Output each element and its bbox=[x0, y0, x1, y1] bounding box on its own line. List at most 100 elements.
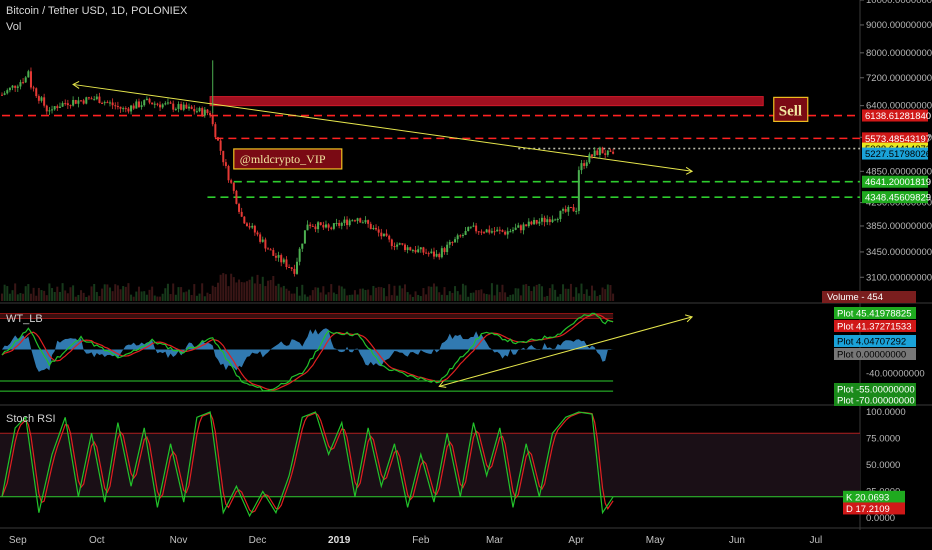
level-tag-resistance bbox=[862, 109, 928, 122]
candle-body bbox=[490, 231, 493, 233]
wt-lb-label: WT_LB bbox=[6, 313, 43, 325]
volume-bar bbox=[153, 295, 156, 301]
wt-readout-tag bbox=[834, 383, 916, 395]
volume-bar bbox=[353, 290, 356, 301]
candle-body bbox=[311, 225, 314, 227]
volume-bar bbox=[554, 289, 557, 301]
volume-bar bbox=[427, 286, 430, 301]
candle-body bbox=[301, 243, 304, 249]
candle-body bbox=[82, 100, 85, 104]
volume-bar bbox=[148, 289, 151, 301]
volume-bar bbox=[19, 293, 22, 301]
volume-bar bbox=[327, 292, 330, 301]
candle-body bbox=[87, 97, 90, 99]
candle-body bbox=[496, 229, 499, 232]
candle-body bbox=[280, 255, 283, 263]
volume-bar bbox=[551, 284, 554, 301]
candle-body bbox=[517, 225, 520, 228]
wt-readout-value: Plot 41.37271533 bbox=[837, 322, 911, 333]
volume-bar bbox=[443, 287, 446, 301]
price-axis-tick-label: 6400.00000000 bbox=[866, 101, 932, 112]
candle-body bbox=[380, 232, 383, 237]
candle-body bbox=[195, 111, 198, 113]
candle-body bbox=[245, 223, 248, 227]
candle-body bbox=[159, 104, 162, 108]
volume-bar bbox=[108, 287, 111, 301]
candle-body bbox=[29, 71, 32, 88]
volume-bar bbox=[56, 286, 59, 301]
candle-body bbox=[469, 226, 472, 228]
wt-readout-value: Plot 0.00000000 bbox=[837, 350, 906, 361]
volume-bar bbox=[209, 293, 212, 301]
candle-body bbox=[464, 230, 467, 235]
volume-bar bbox=[90, 286, 93, 301]
volume-bar bbox=[29, 293, 32, 301]
candle-body bbox=[543, 217, 546, 223]
stoch-k-line bbox=[1, 411, 614, 518]
candle-body bbox=[124, 108, 127, 110]
candle-body bbox=[80, 100, 83, 102]
candle-body bbox=[459, 235, 462, 237]
volume-bar bbox=[546, 295, 549, 301]
candle-body bbox=[514, 227, 517, 230]
volume-bar bbox=[122, 286, 125, 301]
volume-bar bbox=[533, 286, 536, 301]
candle-body bbox=[338, 222, 341, 226]
volume-bar bbox=[340, 286, 343, 301]
volume-bar bbox=[24, 286, 27, 301]
volume-bar bbox=[469, 292, 472, 301]
level-tag-label: 5573.48543197 bbox=[865, 134, 931, 145]
candle-body bbox=[261, 239, 264, 242]
candle-body bbox=[411, 250, 414, 252]
candle-body bbox=[201, 108, 204, 116]
candle-body bbox=[145, 98, 148, 101]
time-axis-label: Dec bbox=[249, 535, 267, 546]
candle-body bbox=[303, 230, 306, 244]
candle-body bbox=[40, 97, 43, 101]
volume-bar bbox=[459, 294, 462, 301]
candle-body bbox=[37, 96, 40, 101]
candle-body bbox=[353, 220, 356, 222]
candle-body bbox=[251, 225, 254, 228]
candle-body bbox=[382, 233, 385, 237]
volume-bar bbox=[296, 286, 299, 301]
candle-body bbox=[182, 104, 185, 110]
sell-label: Sell bbox=[779, 103, 802, 119]
volume-bars bbox=[1, 273, 615, 301]
candle-body bbox=[166, 102, 169, 104]
candle-body bbox=[64, 103, 67, 105]
candle-body bbox=[509, 231, 512, 233]
candle-body bbox=[274, 255, 277, 258]
volume-bar bbox=[16, 294, 19, 301]
volume-bar bbox=[216, 282, 219, 301]
candle-body bbox=[277, 255, 280, 258]
candles bbox=[1, 60, 615, 277]
candle-body bbox=[414, 250, 417, 253]
volume-bar bbox=[264, 286, 267, 301]
volume-bar bbox=[177, 287, 180, 301]
level-tag-support bbox=[862, 175, 928, 188]
volume-bar bbox=[74, 296, 77, 301]
volume-bar bbox=[130, 294, 133, 301]
volume-bar bbox=[193, 284, 196, 301]
candle-body bbox=[419, 247, 422, 250]
volume-bar bbox=[290, 293, 293, 301]
candle-body bbox=[588, 154, 591, 163]
volume-bar bbox=[143, 291, 146, 301]
volume-bar bbox=[238, 279, 241, 301]
candle-body bbox=[390, 239, 393, 247]
candle-body bbox=[356, 218, 359, 221]
volume-bar bbox=[572, 296, 575, 301]
candle-body bbox=[130, 105, 133, 112]
candle-body bbox=[519, 225, 522, 231]
volume-bar bbox=[309, 295, 312, 301]
volume-bar bbox=[311, 290, 314, 301]
volume-bar bbox=[259, 283, 262, 301]
level-tag-support bbox=[862, 191, 928, 204]
candle-body bbox=[169, 102, 172, 104]
candle-body bbox=[396, 244, 399, 247]
candle-body bbox=[377, 229, 380, 233]
volume-bar bbox=[485, 294, 488, 301]
candle-body bbox=[348, 220, 351, 226]
